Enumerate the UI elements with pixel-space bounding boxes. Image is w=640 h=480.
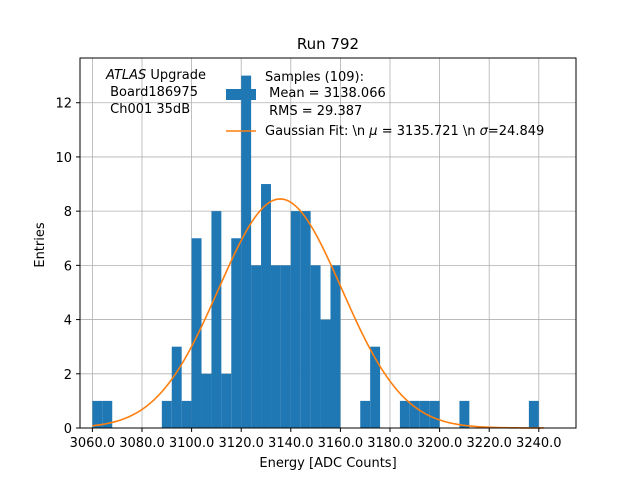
histogram-bar bbox=[419, 400, 430, 428]
y-tick-label: 6 bbox=[64, 259, 72, 274]
fit-mu-text: = 3135.721 \n bbox=[378, 124, 480, 139]
histogram-bar bbox=[261, 184, 271, 428]
legend-fit-label: Gaussian Fit: \n μ = 3135.721 \n σ=24.84… bbox=[265, 124, 544, 139]
annotation-channel: Ch001 35dB bbox=[106, 102, 190, 117]
histogram-bars bbox=[92, 75, 539, 428]
y-tick-label: 4 bbox=[64, 314, 72, 329]
legend-mean-label: Mean = 3138.066 bbox=[265, 86, 386, 101]
axis-ticks: 3060.0 3080.0 3100.0 3120.0 3140.0 3160.0 3180… bbox=[55, 97, 561, 451]
histogram-bar bbox=[310, 265, 321, 428]
x-tick-label: 3220.0 bbox=[466, 436, 512, 451]
x-tick-label: 3140.0 bbox=[268, 436, 314, 451]
gaussian-fit-layer bbox=[92, 198, 544, 429]
histogram-bar bbox=[429, 400, 440, 428]
y-tick-label: 12 bbox=[55, 97, 72, 112]
fit-label-prefix: Gaussian Fit: \n bbox=[265, 124, 369, 139]
histogram-bar bbox=[161, 400, 172, 428]
histogram-bar bbox=[201, 373, 212, 428]
histogram-bar bbox=[102, 400, 113, 428]
histogram-bar bbox=[528, 400, 539, 428]
x-tick-label: 3180.0 bbox=[367, 436, 413, 451]
fit-sigma-symbol: σ bbox=[480, 124, 489, 139]
fit-sigma-text: =24.849 bbox=[488, 124, 544, 139]
histogram-bar bbox=[280, 265, 291, 428]
y-axis-title: Entries bbox=[33, 222, 48, 268]
histogram-bar bbox=[270, 265, 281, 428]
fit-mu-symbol: μ bbox=[368, 124, 377, 139]
x-tick-label: 3080.0 bbox=[119, 436, 165, 451]
atlas-annotation: ATLAS Upgrade Board186975 Ch001 35dB bbox=[105, 68, 206, 117]
histogram-bar bbox=[231, 238, 242, 428]
histogram-bar bbox=[330, 265, 341, 428]
legend: Samples (109): Mean = 3138.066 RMS = 29.… bbox=[226, 70, 544, 139]
x-tick-label: 3100.0 bbox=[169, 436, 215, 451]
histogram-bar bbox=[241, 75, 252, 428]
histogram-bar bbox=[360, 400, 371, 428]
annotation-board: Board186975 bbox=[106, 85, 198, 100]
y-tick-label: 2 bbox=[64, 368, 72, 383]
histogram-bar bbox=[370, 346, 381, 428]
histogram-bar bbox=[459, 400, 470, 428]
y-tick-label: 10 bbox=[55, 151, 72, 166]
axes-frame bbox=[79, 57, 577, 429]
histogram-bar bbox=[92, 400, 103, 428]
legend-rms-label: RMS = 29.387 bbox=[265, 104, 362, 119]
histogram-bar bbox=[171, 346, 182, 428]
annotation-upgrade: Upgrade bbox=[146, 68, 206, 83]
histogram-bar bbox=[221, 373, 232, 428]
histogram-bar bbox=[300, 211, 311, 428]
histogram-bar bbox=[320, 319, 331, 428]
legend-histogram-swatch bbox=[226, 89, 256, 100]
x-axis-title: Energy [ADC Counts] bbox=[259, 456, 396, 471]
x-tick-label: 3120.0 bbox=[218, 436, 264, 451]
histogram-bar bbox=[211, 211, 222, 428]
x-tick-label: 3160.0 bbox=[318, 436, 364, 451]
x-tick-label: 3060.0 bbox=[70, 436, 116, 451]
histogram-bar bbox=[290, 211, 301, 428]
atlas-italic: ATLAS bbox=[105, 68, 146, 83]
x-tick-label: 3200.0 bbox=[417, 436, 463, 451]
x-tick-label: 3240.0 bbox=[516, 436, 562, 451]
legend-samples-label: Samples (109): bbox=[265, 70, 364, 85]
gaussian-fit-curve bbox=[92, 198, 544, 429]
histogram-bar bbox=[399, 400, 410, 428]
annotation-line-1: ATLAS Upgrade bbox=[105, 68, 206, 83]
histogram-bar bbox=[251, 265, 262, 428]
y-tick-label: 0 bbox=[64, 422, 72, 437]
y-tick-label: 8 bbox=[64, 205, 72, 220]
chart-title: Run 792 bbox=[297, 35, 359, 53]
histogram-bar bbox=[191, 238, 202, 428]
histogram-bar bbox=[181, 400, 192, 428]
histogram-bar bbox=[409, 400, 420, 428]
